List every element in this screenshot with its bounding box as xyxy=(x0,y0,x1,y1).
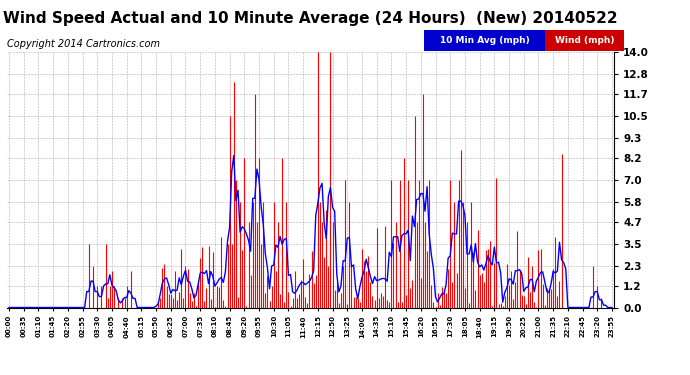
Text: Wind Speed Actual and 10 Minute Average (24 Hours)  (New) 20140522: Wind Speed Actual and 10 Minute Average … xyxy=(3,11,618,26)
Text: 10 Min Avg (mph): 10 Min Avg (mph) xyxy=(440,36,530,45)
Text: Copyright 2014 Cartronics.com: Copyright 2014 Cartronics.com xyxy=(7,39,160,50)
Text: Wind (mph): Wind (mph) xyxy=(555,36,615,45)
